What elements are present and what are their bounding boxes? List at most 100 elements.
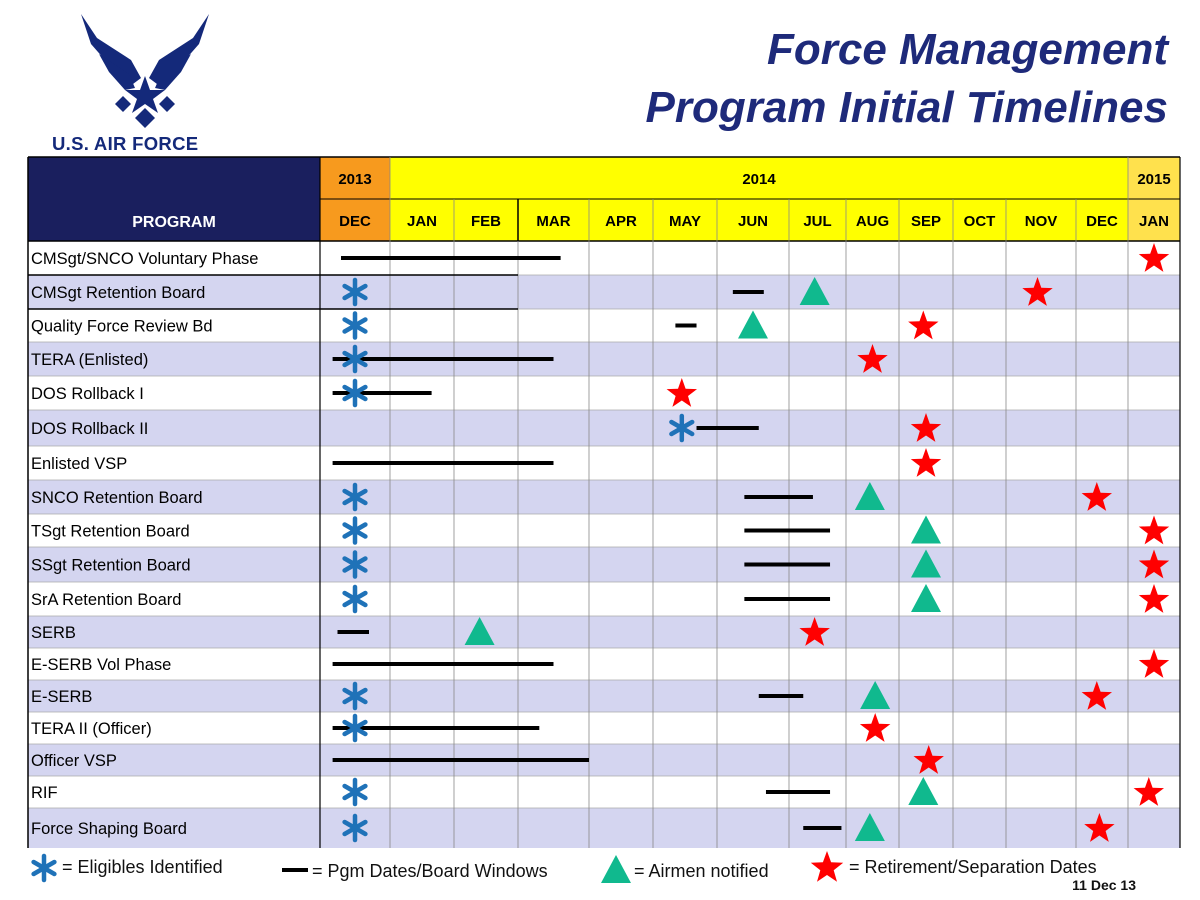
bar-mark — [744, 528, 831, 533]
star-mark — [1138, 584, 1170, 613]
row-band — [28, 410, 1180, 446]
month-label: SEP — [911, 213, 941, 230]
legend: = Eligibles Identified = Pgm Dates/Board… — [31, 851, 1097, 883]
star-mark — [1022, 277, 1053, 306]
month-header-cell — [320, 199, 390, 241]
right-wing-lower-icon — [155, 54, 191, 90]
program-name: TSgt Retention Board — [31, 523, 190, 541]
year-header-cell — [390, 157, 1128, 199]
asterisk-stroke — [342, 350, 368, 368]
year-header-cell — [320, 157, 390, 199]
asterisk-mark — [342, 482, 368, 512]
air-force-logo — [81, 14, 209, 128]
triangle-mark — [911, 549, 941, 578]
program-name: Enlisted VSP — [31, 455, 127, 473]
month-header-cell — [589, 199, 653, 241]
star-mark — [666, 378, 697, 407]
bar-mark — [744, 495, 813, 499]
star-mark — [910, 448, 942, 477]
star-mark — [1138, 515, 1170, 545]
bar-mark — [758, 694, 804, 698]
program-header-label: PROGRAM — [132, 214, 216, 231]
month-header-cell — [653, 199, 717, 241]
bar-mark — [744, 562, 831, 567]
program-name: Force Shaping Board — [31, 820, 187, 838]
legend-eligibles-label: = Eligibles Identified — [62, 857, 223, 877]
bar-mark — [337, 630, 369, 634]
program-name: Quality Force Review Bd — [31, 318, 213, 336]
program-name: SSgt Retention Board — [31, 557, 191, 575]
legend-retirement-label: = Retirement/Separation Dates — [849, 857, 1097, 877]
month-header-cell — [518, 199, 589, 241]
legend-bar-icon — [282, 868, 308, 872]
star-mark — [1081, 482, 1112, 511]
bar-mark — [765, 790, 831, 794]
legend-triangle-icon — [601, 855, 631, 883]
star-mark — [908, 310, 939, 340]
asterisk-stroke — [342, 488, 368, 506]
star-mark — [859, 713, 891, 742]
star-mark — [799, 617, 830, 646]
month-label: AUG — [856, 213, 889, 230]
year-label: 2013 — [338, 171, 371, 188]
month-label: JAN — [407, 213, 437, 230]
asterisk-mark — [342, 681, 368, 711]
month-header-cell — [899, 199, 953, 241]
bar-mark — [332, 662, 554, 666]
month-header-cell — [390, 199, 454, 241]
legend-star-icon — [810, 851, 844, 882]
month-label: OCT — [964, 213, 996, 230]
program-name: RIF — [31, 784, 58, 802]
row-band — [28, 808, 1180, 848]
program-header-cell — [28, 157, 320, 241]
month-label: FEB — [471, 213, 501, 230]
legend-asterisk-icon — [31, 853, 57, 883]
triangle-mark — [854, 813, 885, 841]
star-mark — [1138, 549, 1170, 579]
program-name: TERA (Enlisted) — [31, 351, 148, 369]
bar-mark — [332, 758, 589, 762]
asterisk-stroke — [342, 687, 368, 705]
triangle-mark — [911, 584, 941, 612]
bar-mark — [332, 461, 554, 465]
bar-mark — [696, 426, 759, 430]
asterisk-stroke — [342, 317, 368, 334]
program-name: CMSgt/SNCO Voluntary Phase — [31, 250, 258, 268]
asterisk-stroke — [669, 419, 695, 437]
bar-mark — [732, 290, 764, 294]
month-header-cell — [846, 199, 899, 241]
asterisk-mark — [342, 813, 368, 843]
row-band — [28, 547, 1180, 582]
lower-left-diamond-icon — [115, 96, 131, 112]
program-name: DOS Rollback II — [31, 420, 148, 438]
logo-text: U.S. AIR FORCE — [52, 133, 199, 154]
legend-notified-label: = Airmen notified — [634, 861, 769, 881]
bar-mark — [332, 391, 432, 395]
row-band — [28, 744, 1180, 776]
asterisk-mark — [342, 550, 368, 579]
page-title-line-1: Force Management — [767, 25, 1168, 74]
star-mark — [1084, 813, 1115, 842]
asterisk-mark — [669, 413, 695, 443]
left-wing-lower-icon — [99, 54, 135, 90]
program-name: SNCO Retention Board — [31, 489, 203, 507]
program-name: E-SERB — [31, 688, 92, 706]
month-header-cell — [454, 199, 518, 241]
asterisk-stroke — [342, 522, 368, 539]
triangle-mark — [799, 277, 830, 305]
asterisk-mark — [342, 311, 368, 340]
star-mark — [1133, 777, 1164, 806]
right-wing-icon — [149, 14, 209, 84]
month-label: JAN — [1139, 213, 1169, 230]
asterisk-stroke — [342, 556, 368, 573]
bar-mark — [803, 826, 842, 830]
month-label: JUL — [803, 213, 831, 230]
month-header-cell — [1006, 199, 1076, 241]
program-name: DOS Rollback I — [31, 385, 144, 403]
asterisk-mark — [342, 378, 368, 408]
legend-pgm-dates-label: = Pgm Dates/Board Windows — [312, 861, 548, 881]
triangle-mark — [854, 482, 885, 510]
row-band — [28, 342, 1180, 376]
month-header-cell — [717, 199, 789, 241]
